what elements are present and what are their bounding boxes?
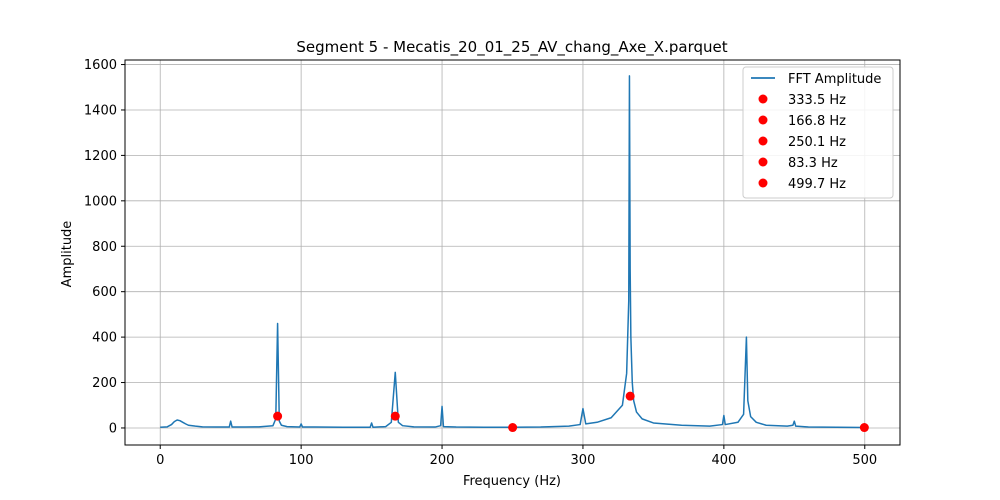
x-tick-label: 100 [289, 453, 314, 468]
legend-marker-swatch [758, 115, 768, 125]
x-tick-label: 400 [711, 453, 736, 468]
legend-box [742, 66, 894, 199]
y-tick-label: 1200 [84, 149, 117, 164]
legend-label: FFT Amplitude [788, 72, 881, 87]
x-tick-label: 300 [571, 453, 596, 468]
x-tick-label: 200 [430, 453, 455, 468]
y-tick-label: 800 [92, 240, 117, 255]
y-tick-label: 1400 [84, 103, 117, 118]
legend-marker-swatch [758, 157, 768, 167]
fft-amplitude-line [160, 75, 865, 429]
plot-frame [124, 59, 901, 446]
peak-marker [625, 391, 635, 401]
legend-label: 166.8 Hz [788, 114, 846, 129]
legend-label: 499.7 Hz [788, 177, 846, 192]
peak-marker [390, 411, 400, 421]
y-tick-label: 0 [109, 421, 117, 436]
legend-marker-swatch [758, 94, 768, 104]
legend-marker-swatch [758, 178, 768, 188]
chart-title: Segment 5 - Mecatis_20_01_25_AV_chang_Ax… [296, 38, 727, 57]
y-tick-label: 600 [92, 285, 117, 300]
peak-marker [273, 411, 283, 421]
legend-label: 83.3 Hz [788, 156, 838, 171]
y-tick-label: 400 [92, 331, 117, 346]
legend: FFT Amplitude 333.5 Hz 166.8 Hz 250.1 Hz 83.… [742, 66, 894, 199]
y-tick-label: 200 [92, 376, 117, 391]
peak-marker [859, 423, 869, 433]
y-tick-label: 1600 [84, 58, 117, 73]
legend-marker-swatch [758, 136, 768, 146]
series-line-group [160, 75, 865, 429]
x-tick-label: 500 [852, 453, 877, 468]
x-tick-label: 0 [156, 453, 164, 468]
ticks-group: 0 100 200 300 400 500 0 200 400 600 800 1000 1200 140… [84, 58, 877, 468]
legend-label: 250.1 Hz [788, 135, 846, 150]
peak-markers-group [273, 391, 869, 433]
peak-marker [508, 423, 518, 433]
y-tick-label: 1000 [84, 194, 117, 209]
legend-label: 333.5 Hz [788, 93, 846, 108]
x-axis-label: Frequency (Hz) [463, 474, 561, 489]
y-axis-label: Amplitude [60, 221, 75, 288]
